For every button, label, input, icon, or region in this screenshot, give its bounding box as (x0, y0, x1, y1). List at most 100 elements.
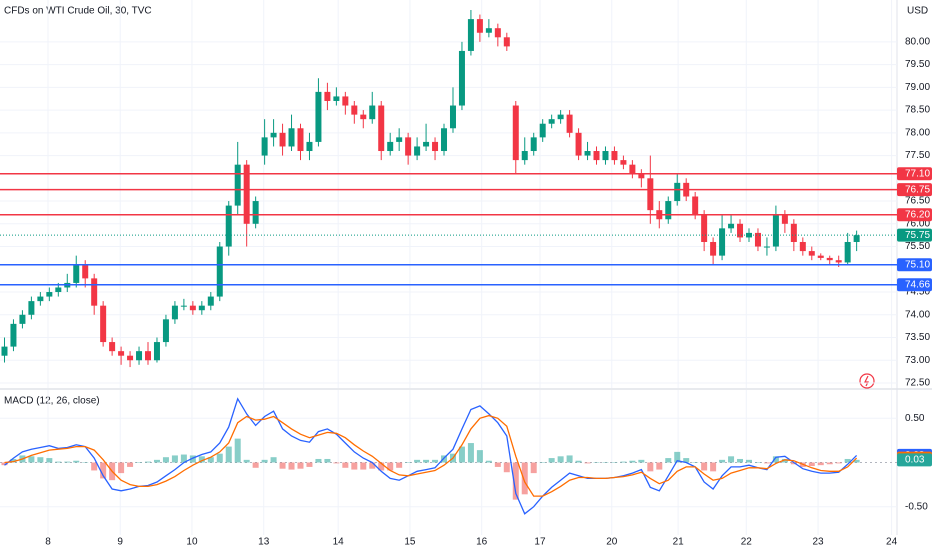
candle-body (844, 241, 851, 263)
candle-body (414, 146, 421, 156)
level-label: 76.20 (905, 209, 930, 220)
histogram-bar (180, 454, 187, 463)
histogram-bar (118, 462, 125, 474)
candle-body (557, 114, 564, 120)
histogram-bar (306, 462, 313, 467)
candle-body (127, 355, 134, 361)
candle-body (342, 96, 349, 106)
histogram-bar (73, 460, 80, 463)
histogram-bar (136, 462, 143, 463)
x-tick-label: 10 (186, 537, 198, 548)
histogram-bar (710, 462, 717, 472)
y-tick-label: 74.50 (905, 287, 930, 298)
histogram-bar (754, 462, 761, 463)
candle-body (593, 151, 600, 161)
histogram-bar (216, 453, 223, 463)
histogram-bar (145, 461, 152, 463)
histogram-bar (530, 462, 537, 474)
x-tick-label: 17 (534, 537, 546, 548)
candle-body (243, 164, 250, 224)
candle-body (441, 128, 448, 152)
candle-body (270, 132, 277, 138)
candle-body (808, 251, 815, 256)
histogram-bar (405, 462, 412, 463)
histogram-bar (584, 462, 591, 464)
mark-layer (0, 10, 897, 515)
candle-body (378, 105, 385, 152)
histogram-bar (10, 458, 17, 463)
histogram-bar (665, 458, 672, 463)
histogram-bar (333, 462, 340, 464)
histogram-bar (763, 462, 770, 464)
histogram-bar (423, 459, 430, 463)
histogram-bar (467, 443, 474, 463)
histogram-bar (692, 462, 699, 463)
level-label: 76.75 (905, 184, 930, 195)
candle-body (548, 119, 555, 124)
candle-body (611, 151, 618, 161)
histogram-bar (620, 461, 627, 463)
alert-circle (859, 373, 875, 389)
candle-body (754, 232, 761, 247)
alert-bolt (864, 375, 869, 387)
candle-body (467, 19, 474, 51)
histogram-bar (476, 450, 483, 463)
y-tick-label: 74.00 (905, 309, 930, 320)
histogram-bar (55, 461, 62, 463)
candle-body (37, 296, 44, 302)
histogram-bar (835, 462, 842, 464)
candle-body (252, 201, 259, 224)
level-label: 74.66 (905, 279, 930, 290)
y-tick-label: 75.50 (905, 241, 930, 252)
candle-body (405, 137, 412, 156)
histogram-bar (243, 459, 250, 463)
candle-body (458, 50, 465, 106)
y-tick-label: 79.50 (905, 59, 930, 70)
histogram-bar (808, 462, 815, 467)
candle-body (118, 351, 125, 356)
x-tick-label: 22 (741, 537, 753, 548)
histogram-bar (458, 446, 465, 463)
last-value-label: 0.03 (905, 454, 925, 465)
candle-body (46, 292, 53, 297)
candle-body (674, 182, 681, 202)
x-tick-label: 15 (404, 537, 416, 548)
histogram-bar (46, 458, 53, 463)
candle-body (1, 346, 8, 356)
candle-body (369, 105, 376, 120)
histogram-bar (629, 460, 636, 463)
alert-icon[interactable] (859, 373, 875, 389)
candle-body (665, 201, 672, 220)
histogram-bar (198, 456, 205, 463)
candle-body (539, 123, 546, 138)
y-tick-label: 73.50 (905, 332, 930, 343)
y-tick-label: 76.50 (905, 196, 930, 207)
x-tick-label: 23 (813, 537, 825, 548)
candle-body (745, 232, 752, 238)
histogram-bar (1, 462, 8, 466)
histogram-bar (817, 462, 824, 466)
histogram-bar (369, 462, 376, 469)
candle-body (82, 264, 89, 279)
histogram-bar (772, 456, 779, 463)
candle-body (261, 137, 268, 156)
candle-body (297, 128, 304, 152)
level-label-box (897, 278, 932, 292)
candle-body (566, 114, 573, 133)
histogram-bar (432, 459, 439, 463)
histogram-bar (647, 462, 654, 472)
histogram-bar (261, 459, 268, 463)
level-label: 77.10 (905, 168, 930, 179)
histogram-bar (656, 462, 663, 470)
histogram-bar (557, 456, 564, 463)
candle-body (826, 257, 833, 261)
histogram-bar (324, 458, 331, 463)
histogram-bar (37, 457, 44, 463)
candle-body (315, 91, 322, 142)
histogram-bar (781, 458, 788, 463)
candle-body (19, 314, 26, 324)
level-label-box (897, 167, 932, 181)
candle-body (396, 137, 403, 142)
candle-body (432, 141, 439, 152)
candle-body (333, 96, 340, 101)
